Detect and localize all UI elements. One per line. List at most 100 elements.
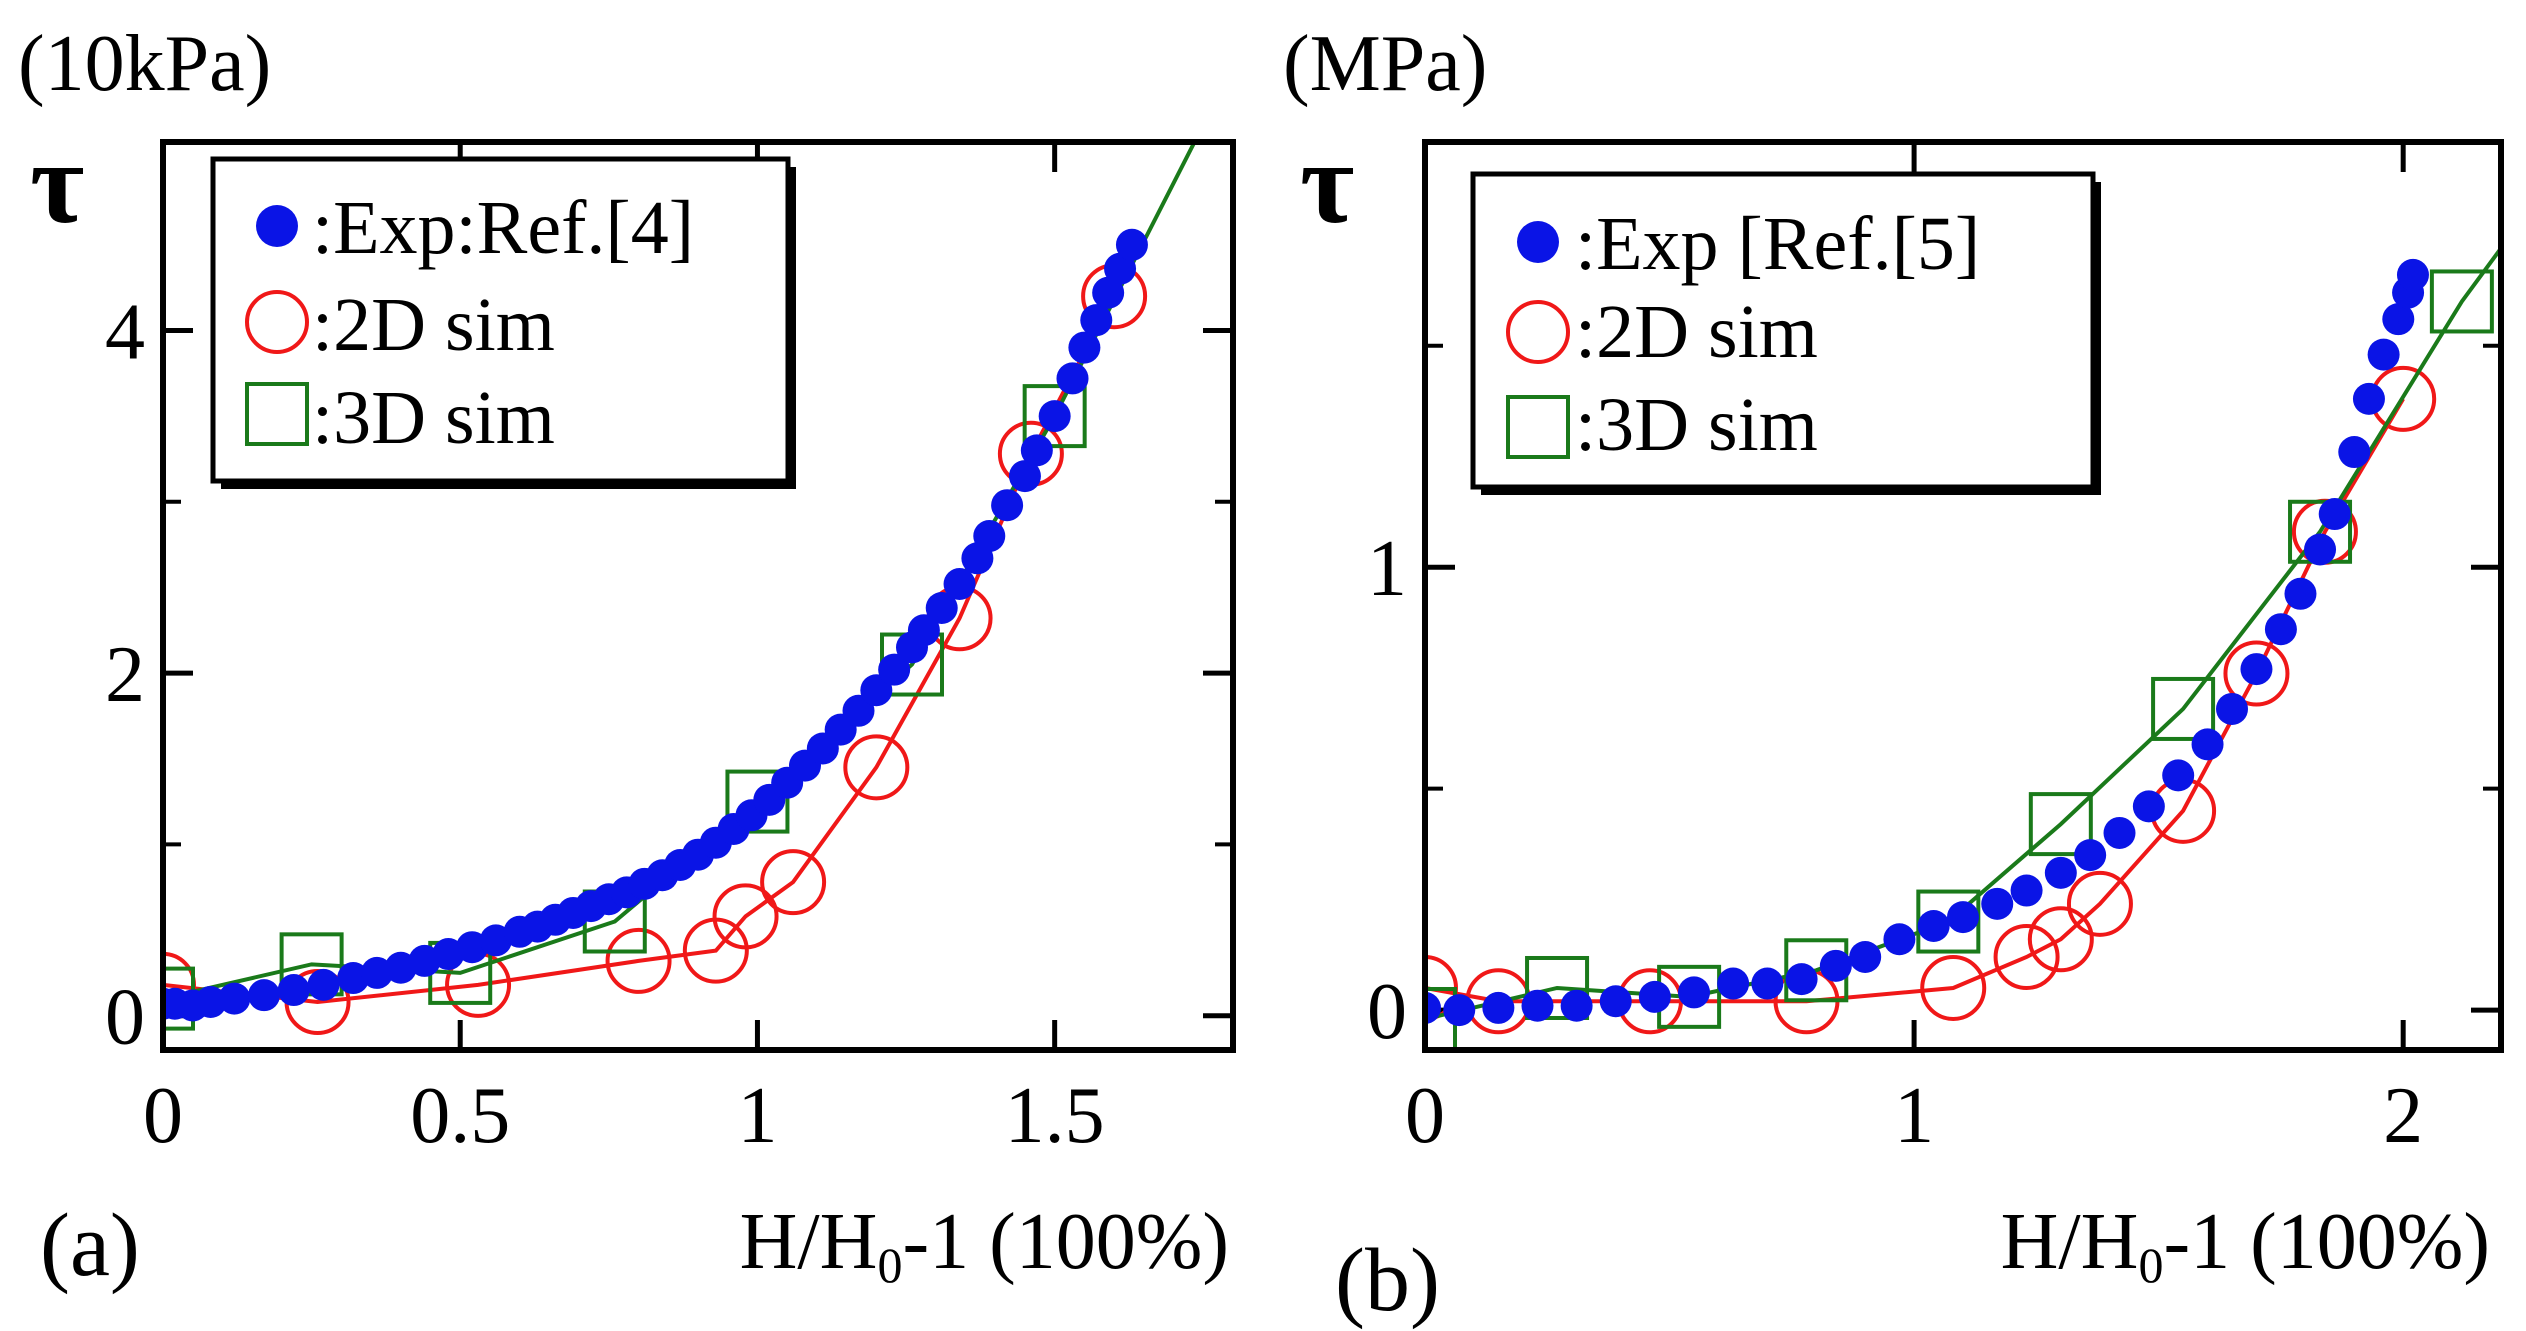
panel-a-unit-label: (10kPa): [18, 20, 271, 108]
panel-a-sim2d-point-3: [605, 927, 672, 994]
panel-b-exp-point-10: [1785, 963, 1818, 996]
panel-b-exp-point-33: [2382, 303, 2415, 336]
panel-a-exp-point-3: [194, 986, 227, 1019]
legend-b-3d-marker: [1506, 395, 1570, 459]
legend-a-3d-label: :3D sim: [312, 376, 555, 460]
panel-a-xtick-label-0: 0: [143, 1072, 183, 1160]
panel-b-sim2d-point-4: [1920, 954, 1987, 1021]
panel-b-sim2d-point-7: [2066, 870, 2133, 937]
legend-a-2d-label: :2D sim: [312, 283, 555, 367]
panel-a-frame: [160, 139, 1236, 1053]
panel-a-sim2d-point-7: [843, 734, 910, 801]
panel-b-exp-point-14: [1917, 909, 1950, 942]
panel-b-sim3d-point-6: [2151, 676, 2216, 741]
panel-b-sim2d-point-5: [1993, 923, 2060, 990]
panel-b-x-axis-label: H/H0-1 (100%): [2001, 1198, 2490, 1293]
panel-b-legend-box: [1470, 171, 2096, 490]
legend-b-2d-marker: [1506, 300, 1570, 364]
panel-b-exp-point-22: [2162, 759, 2195, 792]
panel-b-exp-point-25: [2240, 653, 2273, 686]
panel-b-exp-point-30: [2338, 436, 2371, 469]
panel-a-exp-point-39: [925, 591, 958, 624]
legend-b-exp-marker: [1517, 221, 1559, 263]
legend-a-exp-marker: [256, 205, 298, 247]
panel-b-label: (b): [1335, 1231, 1440, 1330]
panel-b-exp-point-24: [2216, 692, 2248, 725]
panel-b-exp-point-29: [2318, 498, 2351, 531]
panel-b-xtick-label-0: 0: [1405, 1072, 1445, 1160]
legend-a-2d-marker: [245, 290, 309, 354]
panel-a-exp-point-6: [277, 974, 310, 1007]
panel-a-exp-point-8: [337, 962, 370, 995]
panel-b-exp-point-11: [1819, 949, 1852, 982]
panel-b-exp-point-3: [1521, 989, 1554, 1022]
panel-a-ytick-label-0: 0: [105, 974, 145, 1062]
panel-b-exp-point-18: [2044, 856, 2077, 889]
panel-b-exp-point-17: [2010, 874, 2043, 907]
panel-a-legend: :Exp:Ref.[4] :2D sim :3D sim: [210, 156, 796, 489]
panel-a-exp-point-51: [1104, 252, 1137, 285]
panel-a-ytick-label-2: 4: [105, 288, 145, 376]
panel-a-sim3d-point-4: [725, 769, 790, 834]
panel-b-exp-point-32: [2367, 338, 2400, 371]
panel-b-exp-point-2: [1482, 991, 1515, 1024]
legend-b-exp-label: :Exp [Ref.[5]: [1575, 202, 1980, 286]
panel-a-exp-point-43: [991, 489, 1024, 522]
panel-b-exp-point-4: [1560, 989, 1593, 1022]
panel-b-xtick-label-2: 2: [2383, 1072, 2423, 1160]
panel-b-tick-labels: 0 1 2 0 1: [1367, 525, 2423, 1160]
panel-b-ytick-label-1: 1: [1367, 525, 1407, 613]
panel-b-legend: :Exp [Ref.[5] :2D sim :3D sim: [1470, 171, 2101, 495]
panel-a-exp-point-40: [943, 568, 976, 601]
panel-b-exp-point-1: [1443, 994, 1476, 1027]
legend-a-exp-label: :Exp:Ref.[4]: [312, 186, 694, 270]
panel-b-exp-point-12: [1849, 940, 1882, 973]
panel-a-xtick-label-2: 1: [737, 1072, 777, 1160]
panel-b-exp-point-13: [1883, 923, 1916, 956]
panel-a-exp-point-42: [973, 520, 1006, 553]
panel-a-exp-point-47: [1056, 362, 1089, 395]
panel-a-exp-point-44: [1008, 460, 1041, 493]
panel-b-exp-point-7: [1678, 976, 1710, 1009]
panel-b-exp-point-26: [2264, 613, 2297, 646]
panel-a-xtick-label-1: 0.5: [410, 1072, 510, 1160]
panel-a-exp-point-50: [1092, 276, 1125, 309]
panel-b-y-axis-label: τ: [1300, 117, 1354, 248]
panel-b-frame: [1422, 139, 2504, 1053]
panel-b-xtick-label-1: 1: [1894, 1072, 1934, 1160]
panel-a-ytick-label-1: 2: [105, 631, 145, 719]
panel-b-exp-point-15: [1947, 901, 1979, 934]
panel-b-exp-point-16: [1981, 887, 2014, 920]
panel-a-y-axis-label: τ: [30, 117, 84, 248]
panel-b: (MPa) τ 0 1 2 0 1 :Exp [Ref.[5] :2D sim :3D …: [1283, 20, 2504, 1330]
legend-b-3d-label: :3D sim: [1575, 383, 1818, 467]
panel-a-exp-point-45: [1020, 434, 1053, 467]
panel-b-exp-point-31: [2352, 382, 2385, 415]
panel-a-exp-point-5: [248, 979, 281, 1012]
panel-b-plot-area: [1425, 244, 2501, 1050]
panel-b-ytick-label-0: 0: [1367, 968, 1407, 1056]
panel-a-exp-point-4: [218, 982, 251, 1015]
panel-b-exp-point-35: [2396, 258, 2429, 291]
panel-a-exp-point-38: [907, 614, 940, 647]
panel-b-exp-point-9: [1751, 967, 1784, 1000]
panel-a-exp-point-36: [878, 653, 911, 686]
panel-b-sim2d-point-6: [2027, 906, 2094, 973]
panel-b-exp-point-0: [1425, 991, 1441, 1024]
legend-a-3d-marker: [245, 382, 309, 446]
panel-a-label: (a): [40, 1196, 140, 1295]
panel-a-sim2d-point-5: [712, 883, 779, 950]
panel-b-exp-point-8: [1717, 967, 1750, 1000]
panel-b-exp-point-28: [2304, 533, 2337, 566]
panel-a: (10kPa) τ 0 0.5 1 1.5 0 2 4 :Exp:Ref.[4] :2D s…: [18, 20, 1236, 1295]
panel-a-sim2d-point-6: [760, 849, 827, 916]
panel-b-sim3d-point-5: [2028, 792, 2093, 857]
panel-a-sim3d-point-6: [1022, 384, 1087, 449]
panel-a-exp-point-52: [1115, 228, 1148, 261]
legend-b-2d-label: :2D sim: [1575, 290, 1818, 374]
panel-a-xtick-label-3: 1.5: [1005, 1072, 1105, 1160]
panel-a-exp-point-49: [1080, 304, 1113, 337]
panel-b-sim3d-point-8: [2429, 269, 2494, 334]
panel-a-exp-point-9: [361, 956, 393, 989]
